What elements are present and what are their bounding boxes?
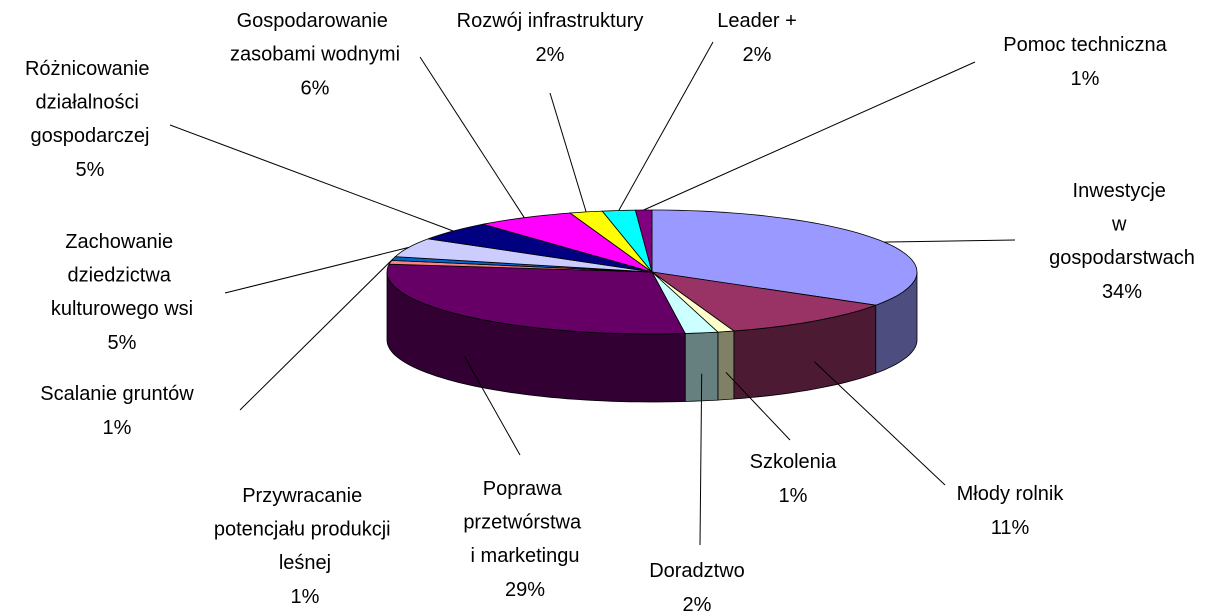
slice-side <box>717 330 735 401</box>
label-line: Różnicowanie <box>25 58 155 80</box>
leader-line <box>725 371 791 441</box>
leader-line <box>239 258 394 411</box>
label-line: dziedzictwa <box>68 265 177 287</box>
value-label: 34% <box>1102 281 1142 303</box>
label-line: Leader + <box>717 10 797 32</box>
leader-line <box>884 239 1016 243</box>
label-line: przetwórstwa <box>463 512 586 534</box>
slice-label: Pomoc techniczna <box>1003 34 1167 56</box>
slice <box>482 212 653 273</box>
slice-label: Inwestycje w gospodarstwach <box>1049 180 1195 269</box>
label-line: Gospodarowanie <box>237 10 394 32</box>
slice-label: Doradztwo <box>649 560 745 582</box>
label-line: Zachowanie <box>65 231 178 253</box>
leader-line <box>419 56 525 218</box>
slice-label: Młody rolnik <box>957 483 1065 505</box>
value-label: 11% <box>991 517 1030 539</box>
leader-line <box>224 246 409 294</box>
label-line: Pomoc techniczna <box>1003 34 1167 56</box>
label-line: Młody rolnik <box>957 483 1065 505</box>
leader-line <box>464 356 521 456</box>
value-label: 2% <box>683 594 712 614</box>
label-line: w <box>1111 214 1132 236</box>
value-label: 29% <box>505 579 545 601</box>
slice-label: Zachowanie dziedzictwa kulturowego wsi <box>51 231 193 320</box>
value-label: 5% <box>76 159 105 181</box>
slice <box>651 271 876 332</box>
leader-line <box>618 41 714 211</box>
label-line: leśnej <box>279 552 331 574</box>
slice <box>386 263 686 335</box>
slice <box>428 223 653 273</box>
slice-label: Poprawa przetwórstwa i marketingu <box>463 478 586 567</box>
slice-label: Szkolenia <box>750 451 838 473</box>
label-line: działalności <box>36 92 145 114</box>
label-line: Rozwój infrastruktury <box>457 10 644 32</box>
leader-line <box>549 92 587 213</box>
label-line: Szkolenia <box>750 451 838 473</box>
slice-label: Scalanie gruntów <box>40 383 194 405</box>
value-label: 1% <box>779 485 808 507</box>
value-label: 2% <box>536 44 565 66</box>
label-line: Przywracanie <box>242 485 368 507</box>
label-line: Poprawa <box>483 478 568 500</box>
label-line: gospodarczej <box>31 125 150 147</box>
slice-label: Przywracanie potencjału produkcji leśnej <box>214 485 396 574</box>
value-label: 1% <box>103 417 132 439</box>
value-label: 6% <box>301 77 330 99</box>
value-label: 1% <box>1071 68 1100 90</box>
slice <box>394 238 653 273</box>
label-line: Scalanie gruntów <box>40 383 194 405</box>
slice-label: Rozwój infrastruktury <box>457 10 644 32</box>
leader-line <box>643 61 976 211</box>
label-line: Inwestycje <box>1073 180 1172 202</box>
value-label: 2% <box>743 44 772 66</box>
slice-label: Gospodarowanie zasobami wodnymi <box>230 10 400 66</box>
label-line: gospodarstwach <box>1049 247 1195 269</box>
label-line: Doradztwo <box>649 560 745 582</box>
slice-label: Różnicowanie działalności gospodarczej <box>25 58 155 147</box>
leader-line <box>699 373 703 546</box>
label-line: kulturowego wsi <box>51 298 193 320</box>
value-label: 5% <box>108 332 137 354</box>
label-line: potencjału produkcji <box>214 519 396 541</box>
slice-label: Leader + <box>717 10 797 32</box>
leader-line <box>814 361 946 486</box>
value-label: 1% <box>291 586 320 608</box>
label-line: i marketingu <box>471 545 580 567</box>
label-line: zasobami wodnymi <box>230 44 400 66</box>
leader-line <box>169 124 454 232</box>
